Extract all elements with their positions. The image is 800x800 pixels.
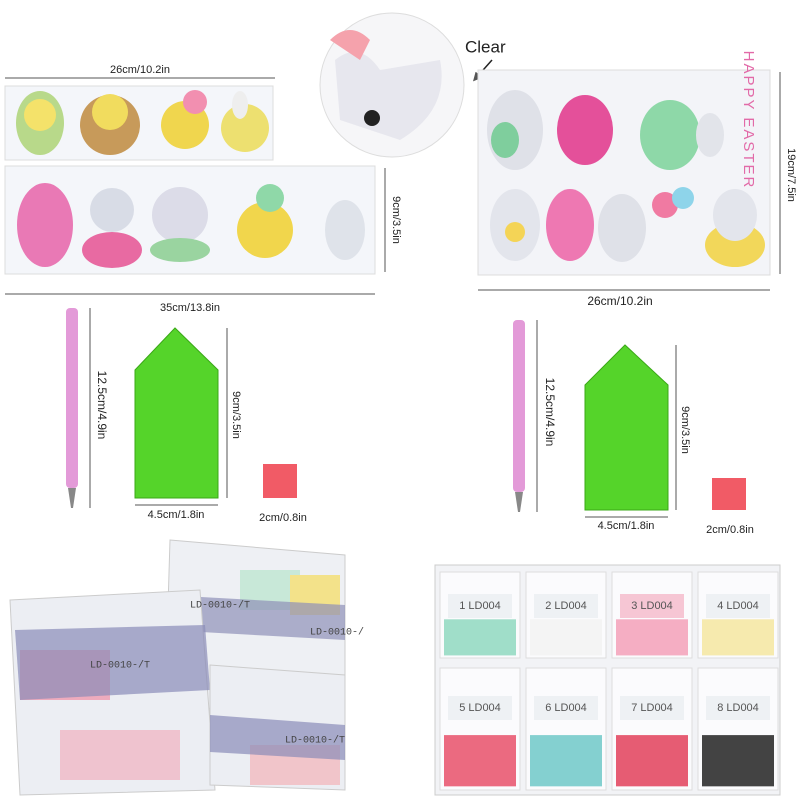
dimension-label: 4.5cm/1.8in: [598, 520, 655, 532]
beads: [530, 619, 602, 656]
bag-label: 7 LD004: [631, 702, 673, 714]
drill-tray: [584, 344, 669, 511]
bag-label: LD-0010-/T: [285, 735, 345, 747]
bag-label-box: [706, 696, 770, 720]
bag-label: 8 LD004: [717, 702, 759, 714]
dimension-label: 19cm/7.5in: [785, 148, 797, 202]
bag-label-box: [448, 594, 512, 618]
bag-label-box: [620, 594, 684, 618]
bag-label: 1 LD004: [459, 600, 501, 612]
dimension-label: 12.5cm/4.9in: [95, 371, 109, 440]
drill-pen: [513, 320, 525, 492]
pen-tip: [515, 492, 523, 512]
dimension-label: 4.5cm/1.8in: [148, 509, 205, 521]
dimension-label: 9cm/3.5in: [230, 391, 242, 439]
dimension-label: 2cm/0.8in: [259, 512, 307, 524]
bag-label: 4 LD004: [717, 600, 759, 612]
dimension-label: 12.5cm/4.9in: [543, 378, 557, 447]
bag-label: LD-0010-/T: [90, 660, 150, 672]
bag-label: 2 LD004: [545, 600, 587, 612]
beads: [616, 735, 688, 787]
drill-pen: [66, 308, 78, 488]
bag-label-box: [620, 696, 684, 720]
wax-square: [712, 478, 746, 510]
bag-label-box: [534, 696, 598, 720]
bag-label-box: [448, 696, 512, 720]
dimension-label: 26cm/10.2in: [110, 64, 170, 76]
sheet-text: HAPPY EASTER: [740, 51, 757, 190]
beads: [702, 619, 774, 656]
dimension-label: 2cm/0.8in: [706, 524, 754, 536]
callout-label: Clear: [465, 37, 506, 56]
bag-grid: 1 LD004 2 LD004 3 LD004 4 LD004 5 LD004 6 LD0…: [434, 564, 781, 796]
dimension-label: 9cm/3.5in: [679, 406, 691, 454]
dimension-label: 26cm/10.2in: [587, 294, 652, 308]
stickers: [487, 90, 765, 267]
bag-label: 3 LD004: [631, 600, 673, 612]
pen-tip: [68, 488, 76, 508]
stickers: [17, 183, 365, 268]
dimension-label: 35cm/13.8in: [160, 302, 220, 314]
bag-label-box: [534, 594, 598, 618]
bag-label: LD-0010-/T: [190, 600, 250, 612]
bag-label: LD-0010-/: [310, 627, 364, 639]
bag-label-box: [706, 594, 770, 618]
bag-label: 6 LD004: [545, 702, 587, 714]
beads: [444, 735, 516, 787]
bag-pile: [9, 539, 346, 796]
magnified-sticker: [335, 52, 442, 140]
stickers: [16, 90, 269, 155]
drill-tray: [134, 327, 219, 499]
beads: [444, 619, 516, 656]
magnified-drill: [364, 110, 380, 126]
beads: [616, 619, 688, 656]
beads: [530, 735, 602, 787]
wax-square: [263, 464, 297, 498]
dimension-label: 9cm/3.5in: [390, 196, 402, 244]
magnified-sticker: [330, 30, 370, 60]
beads: [702, 735, 774, 787]
bag-label: 5 LD004: [459, 702, 501, 714]
